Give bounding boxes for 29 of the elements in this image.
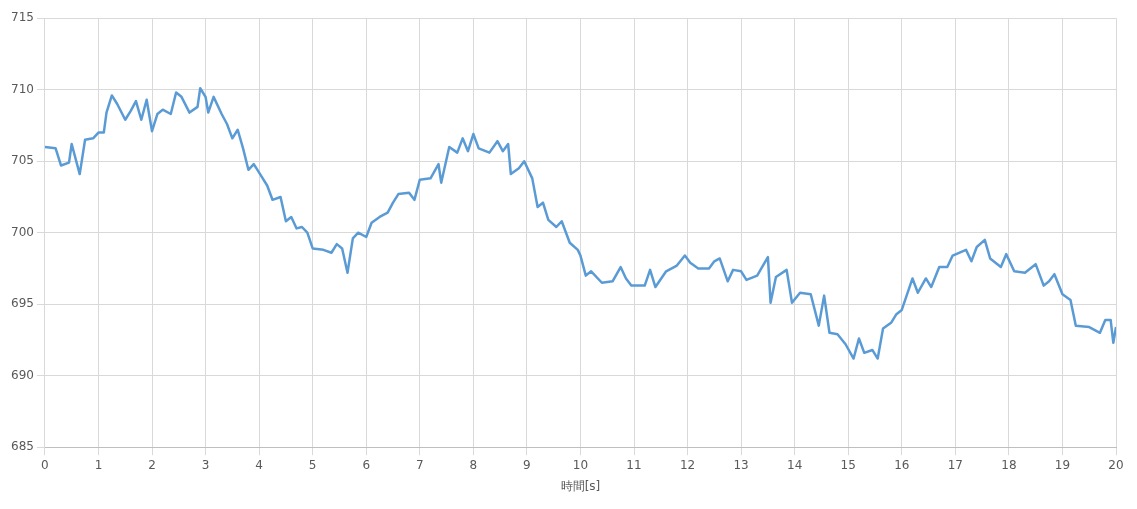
y-tick-label: 715 <box>11 10 34 25</box>
y-tick-label: 710 <box>11 81 34 96</box>
x-tick-label: 17 <box>947 457 963 472</box>
x-tick-label: 20 <box>1108 457 1124 472</box>
y-tick-label: 695 <box>11 296 34 311</box>
y-tick-label: 705 <box>11 153 34 168</box>
x-tick-label: 9 <box>523 457 531 472</box>
x-tick-label: 2 <box>148 457 156 472</box>
x-tick-label: 8 <box>469 457 478 472</box>
x-tick-label: 10 <box>572 457 589 472</box>
y-tick-label: 700 <box>11 224 34 239</box>
x-tick-label: 15 <box>840 457 856 472</box>
x-tick-label: 14 <box>787 457 803 472</box>
x-tick-label: 16 <box>894 457 910 472</box>
x-tick-label: 19 <box>1054 457 1071 472</box>
y-tick-label: 685 <box>11 439 34 454</box>
x-tick-label: 1 <box>94 457 103 472</box>
x-tick-label: 13 <box>733 457 749 472</box>
x-tick-label: 4 <box>255 457 263 472</box>
y-tick-label: 690 <box>11 367 34 382</box>
x-tick-label: 11 <box>626 457 642 472</box>
x-tick-label: 7 <box>415 457 424 472</box>
x-tick-label: 5 <box>308 457 317 472</box>
x-tick-label: 12 <box>679 457 696 472</box>
x-tick-label: 6 <box>362 457 371 472</box>
x-tick-label: 3 <box>201 457 210 472</box>
x-tick-label: 18 <box>1001 457 1017 472</box>
x-axis-title: 時間[s] <box>560 478 601 493</box>
x-tick-label: 0 <box>41 457 49 472</box>
